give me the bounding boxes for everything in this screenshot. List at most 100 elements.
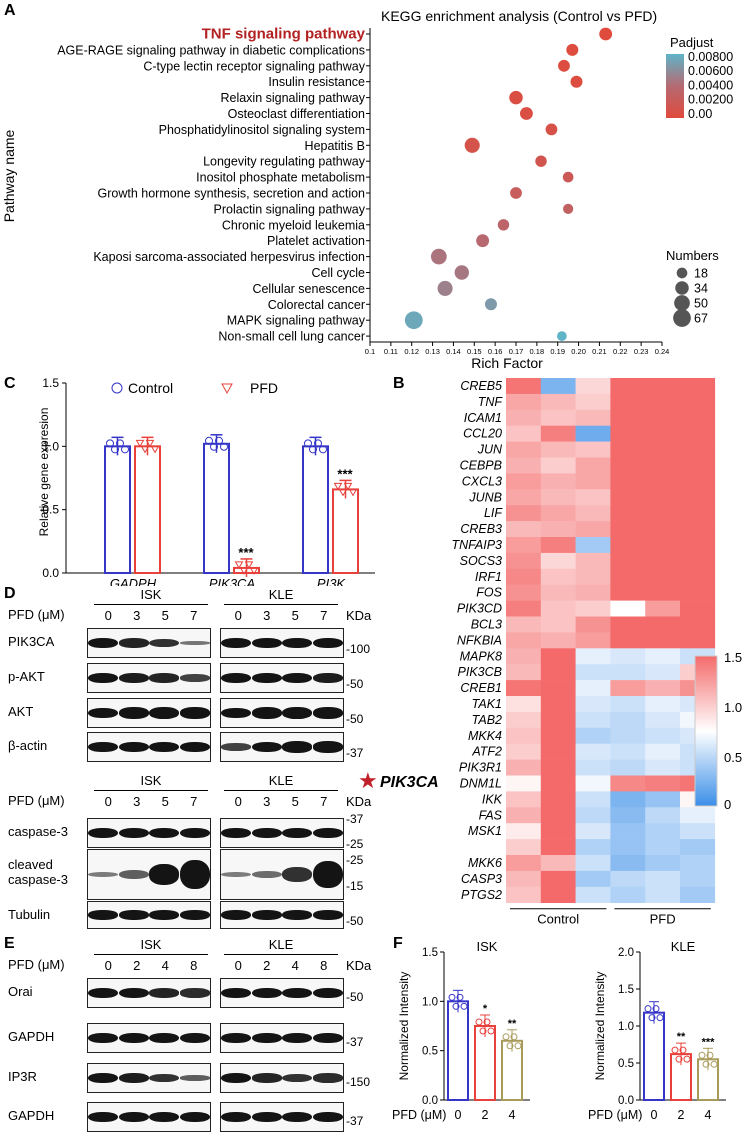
heatmap-cell	[506, 759, 542, 776]
pathway-label: Prolactin signaling pathway	[214, 202, 366, 216]
dose-value: 0	[234, 958, 242, 973]
pik3ca-star-icon: ★	[358, 768, 378, 793]
enrichment-point	[454, 265, 469, 280]
data-point	[487, 1027, 495, 1035]
heatmap-cell	[575, 568, 611, 585]
pfd-legend-marker	[221, 383, 233, 395]
mw-marker: -150	[346, 1075, 371, 1089]
protein-band	[282, 637, 313, 649]
heatmap-cell	[610, 664, 646, 681]
heatmap-cell	[575, 839, 611, 856]
x-tick-label: 0.11	[384, 347, 398, 356]
control-legend-label: Control	[128, 380, 173, 396]
dose-tick-label: 4	[705, 1108, 712, 1122]
heatmap-cell	[680, 568, 716, 585]
protein-band	[149, 988, 180, 998]
protein-band	[149, 1073, 180, 1083]
heatmap-cell	[610, 600, 646, 617]
enrichment-point	[563, 203, 574, 214]
protein-band	[179, 674, 210, 682]
enrichment-point	[476, 234, 490, 248]
protein-band	[221, 743, 252, 751]
pathway-label: Hepatitis B	[305, 139, 365, 153]
protein-band	[282, 1073, 313, 1083]
intensity-bar	[447, 1000, 469, 1101]
heatmap-cell	[610, 791, 646, 808]
pathway-label: Colorectal cancer	[268, 298, 365, 312]
heatmap-cell	[540, 791, 576, 808]
heatmap-cell	[506, 616, 542, 633]
cell-line-underline	[94, 954, 208, 955]
protein-band	[118, 910, 149, 920]
mw-marker: -100	[346, 642, 371, 656]
dose-tick-label: 2	[482, 1108, 489, 1122]
dose-value: 0	[104, 608, 112, 623]
gene-label: PIK3R1	[459, 761, 502, 775]
enrichment-point	[562, 171, 574, 183]
heatmap-cell	[575, 680, 611, 697]
data-point	[220, 442, 228, 451]
blot-strip	[220, 732, 344, 762]
pathway-label: Cell cycle	[312, 266, 366, 280]
heatmap-cell	[680, 489, 716, 506]
blot-row-label: PIK3CA	[8, 634, 55, 649]
heatmap-cell	[540, 886, 576, 903]
gene-label: CXCL3	[462, 474, 502, 488]
heatmap-cell	[506, 870, 542, 888]
heatmap-cell	[645, 648, 681, 665]
heatmap-cell	[645, 839, 681, 856]
padjust-tick-label: 0.00400	[688, 78, 733, 92]
heatmap-cell	[506, 600, 542, 617]
heatmap-scale-label: 0	[724, 797, 731, 812]
heatmap-cell	[610, 870, 646, 888]
data-point	[309, 445, 317, 454]
heatmap-cell	[610, 441, 646, 458]
heatmap-cell	[575, 521, 611, 538]
heatmap-cell	[540, 743, 576, 760]
y-axis-label: Normalized Intensity	[397, 972, 411, 1081]
data-point	[648, 1014, 656, 1022]
protein-band	[118, 987, 149, 999]
y-tick-label: 1.5	[42, 376, 59, 390]
heatmap-cell	[540, 839, 576, 856]
pathway-label: TNF signaling pathway	[202, 26, 366, 43]
dose-value: 7	[190, 794, 198, 809]
protein-band	[221, 871, 252, 878]
blot-strip	[220, 663, 344, 693]
heatmap-cell	[610, 489, 646, 506]
heatmap-scale-label: 0.5	[724, 750, 742, 765]
kegg-enrichment-chart: KEGG enrichment analysis (Control vs PFD…	[1, 8, 733, 371]
heatmap-cell	[506, 552, 542, 570]
heatmap-cell	[645, 807, 681, 824]
heatmap-cell	[540, 600, 576, 617]
heatmap-cell	[540, 378, 576, 395]
heatmap-cell	[575, 473, 611, 490]
heatmap-cell	[680, 521, 716, 538]
heatmap-cell	[645, 791, 681, 808]
y-axis-label: Normalized Intensity	[593, 972, 607, 1081]
dose-value: 3	[133, 794, 141, 809]
heatmap-cell	[506, 648, 542, 665]
heatmap-cell	[610, 378, 646, 395]
pathway-label: Chronic myeloid leukemia	[222, 218, 365, 232]
dose-value: 0	[104, 958, 112, 973]
panel-letter-d: D	[4, 585, 16, 602]
data-point	[343, 482, 353, 491]
protein-band	[221, 827, 252, 839]
kegg-y-axis-label: Pathway name	[1, 129, 17, 222]
dose-value: 0	[234, 794, 242, 809]
dose-value: 3	[263, 608, 271, 623]
heatmap-cell	[506, 775, 542, 792]
heatmap-cell	[506, 886, 542, 903]
blot-strip	[220, 628, 344, 658]
blot-row-label: p-AKT	[8, 669, 45, 684]
heatmap-cell	[680, 473, 716, 490]
protein-band	[179, 641, 210, 645]
dose-value: 5	[291, 608, 299, 623]
dose-value: 2	[133, 958, 141, 973]
protein-band	[118, 707, 149, 719]
heatmap-cell	[540, 775, 576, 792]
protein-band	[118, 1032, 149, 1044]
heatmap-cell	[645, 568, 681, 585]
